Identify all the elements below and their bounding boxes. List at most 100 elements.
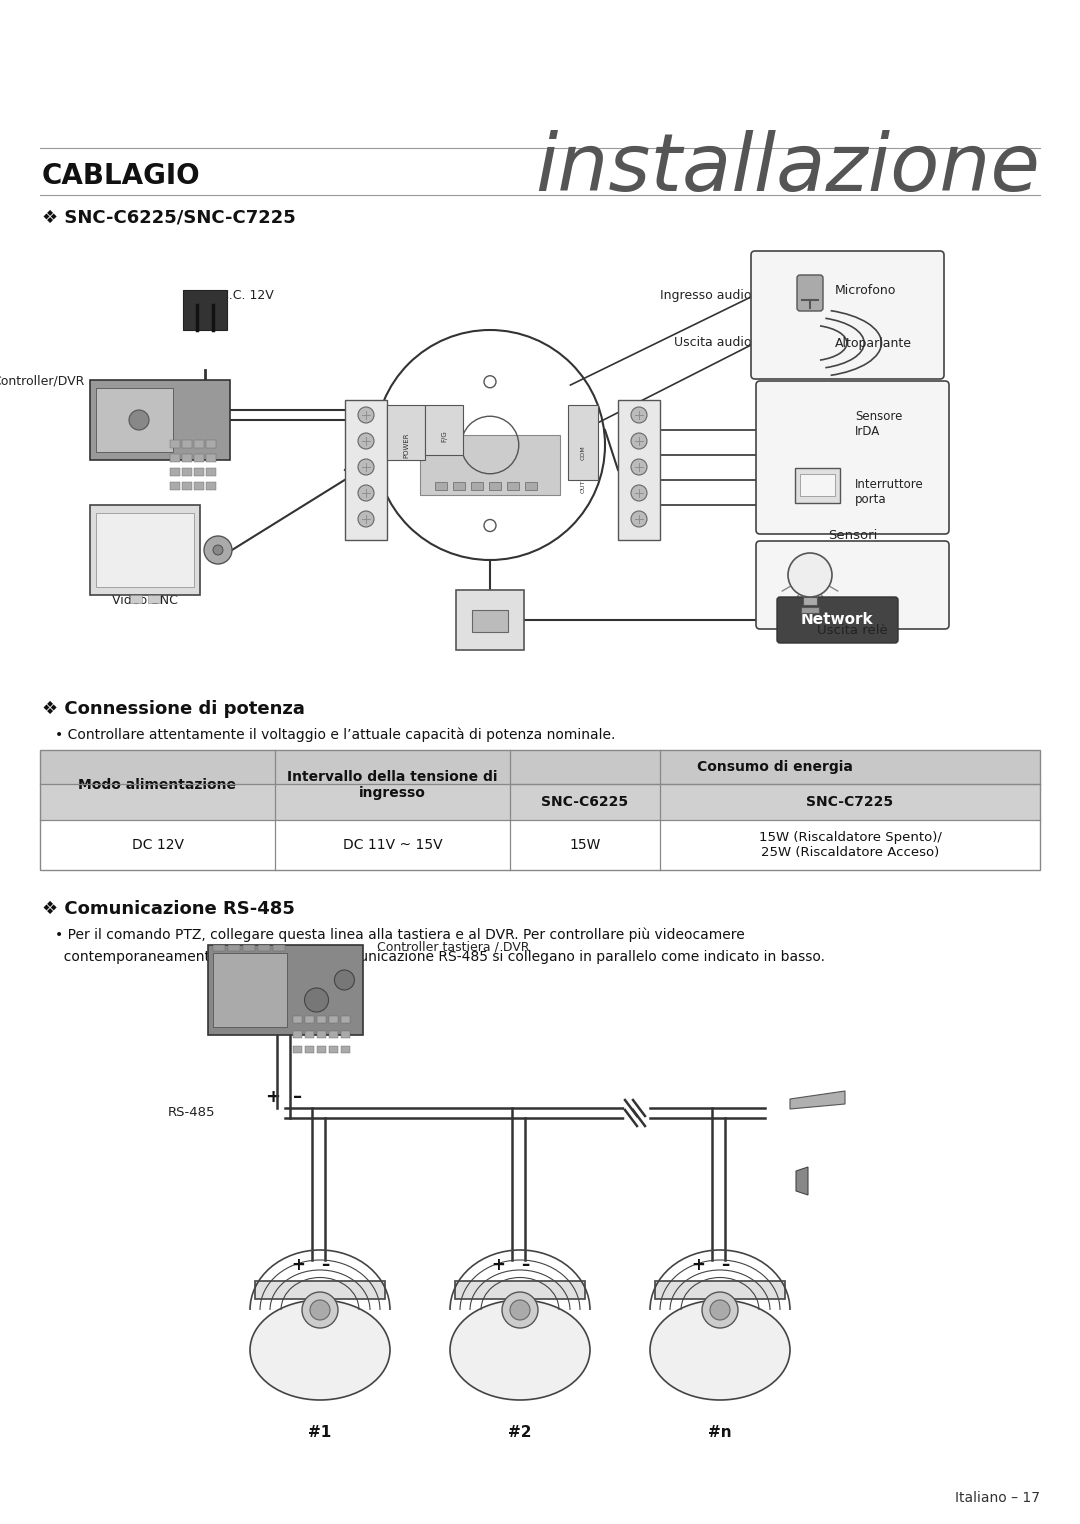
Bar [40, 783, 1040, 820]
Bar [456, 590, 524, 651]
Text: DC 11V ~ 15V: DC 11V ~ 15V [342, 838, 443, 852]
Text: contemporaneamente, le loro linee di comunicazione RS-485 si collegano in parall: contemporaneamente, le loro linee di com… [55, 949, 825, 965]
Text: ❖ SNC-C6225/SNC-C7225: ❖ SNC-C6225/SNC-C7225 [42, 207, 296, 226]
Bar [130, 594, 141, 604]
Text: Video BNC: Video BNC [112, 594, 178, 607]
Bar [90, 504, 200, 594]
Circle shape [631, 433, 647, 450]
Text: Modo alimentazione: Modo alimentazione [79, 777, 237, 792]
Circle shape [631, 511, 647, 527]
Text: –: – [321, 1256, 329, 1274]
Bar [471, 482, 483, 491]
Circle shape [631, 407, 647, 424]
Bar [206, 454, 216, 462]
Text: +: + [265, 1088, 280, 1106]
Bar [435, 482, 447, 491]
Circle shape [788, 553, 832, 597]
Bar [213, 952, 287, 1027]
Bar [318, 1017, 326, 1023]
FancyBboxPatch shape [751, 251, 944, 379]
Text: –: – [720, 1256, 729, 1274]
Text: Microfono: Microfono [835, 283, 896, 297]
Bar [170, 440, 180, 448]
Ellipse shape [450, 1300, 590, 1401]
Bar [208, 945, 363, 1035]
Bar [294, 1017, 302, 1023]
Text: 15W: 15W [569, 838, 600, 852]
Text: COM: COM [581, 445, 585, 460]
Text: Uscita audio: Uscita audio [675, 337, 752, 349]
FancyBboxPatch shape [756, 381, 949, 533]
Text: DC 12V: DC 12V [132, 838, 184, 852]
Bar [489, 482, 501, 491]
Bar [472, 610, 508, 632]
Bar [90, 379, 230, 460]
Text: Consumo di energia: Consumo di energia [697, 760, 853, 774]
Bar [170, 454, 180, 462]
Bar [213, 945, 225, 951]
Circle shape [302, 1292, 338, 1327]
Text: SNC-C7225: SNC-C7225 [807, 796, 893, 809]
Polygon shape [789, 1091, 845, 1109]
Text: +: + [292, 1256, 305, 1274]
Circle shape [710, 1300, 730, 1320]
Circle shape [357, 407, 374, 424]
Text: OUT: OUT [581, 480, 585, 494]
Bar [183, 454, 192, 462]
Text: Sensore
IrDA: Sensore IrDA [855, 410, 903, 437]
Bar [206, 482, 216, 491]
Bar [273, 945, 285, 951]
Bar [568, 405, 598, 480]
Bar [455, 1282, 585, 1298]
Bar [170, 468, 180, 475]
Text: Network: Network [800, 613, 874, 628]
Circle shape [357, 511, 374, 527]
Text: #2: #2 [509, 1425, 531, 1440]
Bar [453, 482, 465, 491]
Bar [96, 514, 194, 587]
Bar [306, 1032, 314, 1038]
Text: F/G: F/G [441, 430, 447, 442]
Text: • Per il comando PTZ, collegare questa linea alla tastiera e al DVR. Per control: • Per il comando PTZ, collegare questa l… [55, 928, 745, 942]
Bar [194, 454, 204, 462]
Bar [183, 440, 192, 448]
Text: #1: #1 [309, 1425, 332, 1440]
Circle shape [213, 546, 222, 555]
Circle shape [702, 1292, 738, 1327]
Text: Controller tastiera / DVR: Controller tastiera / DVR [377, 940, 529, 952]
Text: Altoparlante: Altoparlante [835, 337, 912, 349]
Bar [525, 482, 537, 491]
Text: Interruttore
porta: Interruttore porta [855, 479, 923, 506]
Circle shape [502, 1292, 538, 1327]
Bar [426, 405, 463, 456]
Text: SNC-C6225: SNC-C6225 [541, 796, 629, 809]
Bar [345, 399, 387, 539]
Bar [618, 399, 660, 539]
Text: +: + [491, 1256, 505, 1274]
Bar [318, 1045, 326, 1053]
FancyBboxPatch shape [756, 541, 949, 629]
Bar [341, 1017, 350, 1023]
Bar [804, 597, 816, 605]
Bar [507, 482, 519, 491]
Bar [243, 945, 255, 951]
Text: –: – [293, 1088, 302, 1106]
Text: Ingresso audio: Ingresso audio [661, 288, 752, 302]
Bar [420, 434, 561, 495]
Bar [183, 290, 227, 331]
Text: Sensori: Sensori [827, 529, 877, 543]
Text: –: – [521, 1256, 529, 1274]
Bar [40, 820, 1040, 870]
Polygon shape [796, 1167, 808, 1195]
Bar [801, 607, 819, 613]
Circle shape [510, 1300, 530, 1320]
Circle shape [631, 485, 647, 501]
Bar [183, 468, 192, 475]
FancyBboxPatch shape [797, 274, 823, 311]
Circle shape [204, 536, 232, 564]
Bar [294, 1032, 302, 1038]
Bar [306, 1017, 314, 1023]
Text: installazione: installazione [535, 130, 1040, 207]
Bar [258, 945, 270, 951]
Text: C.C. 12V: C.C. 12V [220, 290, 273, 302]
